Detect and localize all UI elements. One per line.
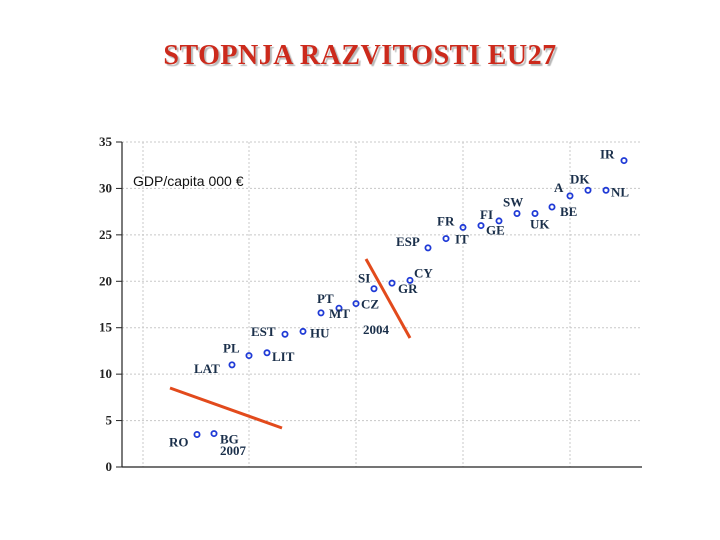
y-tick-label: 30 (99, 180, 112, 195)
point-lat (228, 361, 236, 369)
point-label-be: BE (560, 204, 577, 219)
cut-line-2007 (169, 386, 283, 430)
y-tick-label: 25 (99, 227, 113, 242)
point-label-cy: CY (414, 265, 433, 280)
point-label-mt: MT (329, 306, 350, 321)
point-label-si: SI (358, 271, 370, 286)
point-hu (299, 327, 307, 335)
point-label-bg: BG (220, 432, 239, 447)
point-fi (495, 217, 503, 225)
point-label-dk: DK (570, 171, 590, 186)
y-tick-label: 0 (106, 459, 113, 474)
point-label-esp: ESP (396, 234, 420, 249)
point-label-pt: PT (317, 291, 334, 306)
point-lit (263, 349, 271, 357)
slide-title: STOPNJA RAZVITOSTI EU27 (163, 40, 557, 71)
point-dk (584, 186, 592, 194)
point-uk (531, 209, 539, 217)
point-est (281, 330, 289, 338)
point-label-ir: IR (600, 147, 615, 162)
point-label-cz: CZ (361, 297, 379, 312)
point-nl (602, 186, 610, 194)
point-label-ro: RO (169, 435, 189, 450)
point-esp (424, 244, 432, 252)
point-label-sw: SW (503, 195, 523, 210)
point-it (442, 235, 450, 243)
cut-line-2004 (364, 258, 412, 339)
point-label-pl: PL (223, 341, 240, 356)
point-label-lit: LIT (272, 349, 295, 364)
point-a (566, 192, 574, 200)
point-cz (352, 300, 360, 308)
point-label-fi: FI (480, 207, 493, 222)
point-label-lat: LAT (194, 361, 220, 376)
point-bg (210, 430, 218, 438)
point-pt (317, 309, 325, 317)
y-tick-label: 15 (99, 320, 113, 335)
point-sw (513, 209, 521, 217)
y-tick-label: 10 (99, 366, 112, 381)
chart-caption: GDP/capita 000 € (133, 173, 244, 189)
annotation-2007: 2007 (220, 443, 247, 458)
point-label-ge: GE (486, 223, 505, 238)
point-label-a: A (554, 180, 564, 195)
point-label-gr: GR (398, 281, 418, 296)
point-ge (477, 222, 485, 230)
y-tick-label: 5 (106, 413, 113, 428)
point-label-fr: FR (437, 213, 455, 228)
annotation-2004: 2004 (363, 322, 390, 337)
point-label-uk: UK (530, 217, 550, 232)
y-tick-label: 35 (99, 134, 113, 149)
point-gr (388, 279, 396, 287)
point-fr (459, 223, 467, 231)
point-pl (245, 352, 253, 360)
point-be (548, 203, 556, 211)
point-si (370, 285, 378, 293)
y-tick-label: 20 (99, 273, 112, 288)
point-ro (193, 430, 201, 438)
point-ir (620, 157, 628, 165)
point-cy (406, 276, 414, 284)
point-mt (335, 304, 343, 312)
point-label-it: IT (455, 232, 469, 247)
point-label-nl: NL (611, 184, 629, 199)
point-label-hu: HU (310, 325, 330, 340)
point-label-est: EST (251, 324, 276, 339)
